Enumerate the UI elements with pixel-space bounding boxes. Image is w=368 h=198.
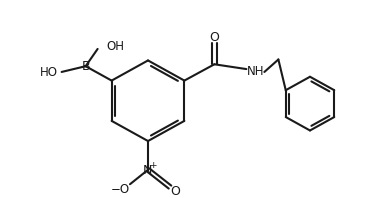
Text: O: O (209, 31, 219, 44)
Text: OH: OH (107, 40, 125, 52)
Text: NH: NH (247, 66, 264, 78)
Text: N: N (142, 164, 152, 177)
Text: −O: −O (110, 184, 130, 196)
Text: +: + (149, 162, 157, 170)
Text: HO: HO (40, 66, 58, 79)
Text: B: B (81, 60, 90, 73)
Text: O: O (170, 185, 180, 198)
